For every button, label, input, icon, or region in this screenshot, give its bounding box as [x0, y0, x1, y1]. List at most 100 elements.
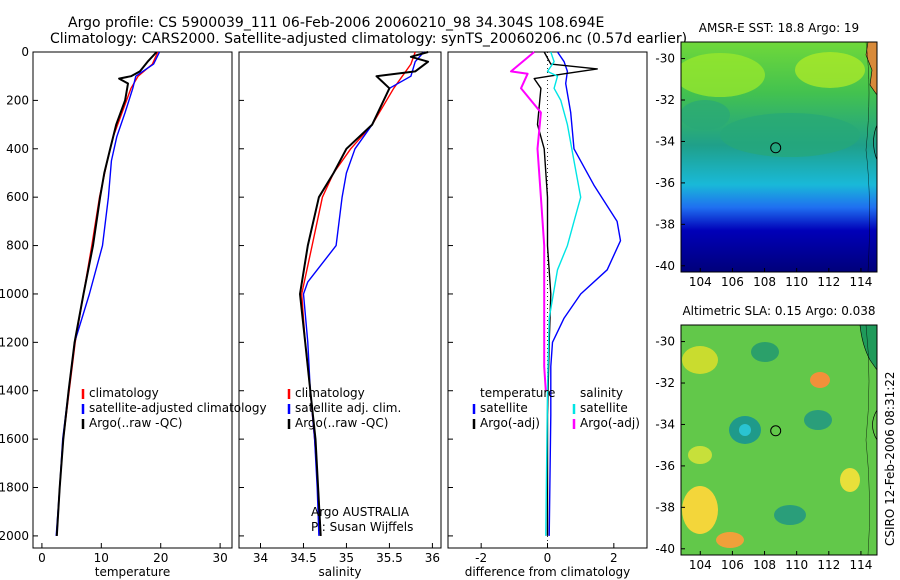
y-tick-label: 2000 — [0, 529, 29, 543]
sla-blob — [739, 424, 751, 436]
x-tick-label: 20 — [153, 551, 168, 565]
y-tick-label: -36 — [655, 459, 675, 473]
sla-blob — [840, 468, 860, 492]
footer-stamp: CSIRO 12-Feb-2006 08:31:22 — [883, 371, 897, 546]
x-tick-label: 30 — [212, 551, 227, 565]
x-tick-label: 110 — [785, 558, 808, 572]
float-annotation: PI: Susan Wijffels — [311, 520, 413, 534]
sla-blob — [688, 446, 712, 464]
coastline — [865, 42, 870, 272]
sst-map-panel: AMSR-E SST: 18.8 Argo: 19 104 106 108 110 112… — [655, 21, 878, 289]
x-tick-label: 104 — [689, 275, 712, 289]
y-tick-label: 1000 — [0, 287, 29, 301]
series-line — [299, 51, 430, 536]
x-tick-label: 10 — [94, 551, 109, 565]
sla-blob — [716, 532, 744, 548]
legend-group-title: salinity — [580, 386, 623, 400]
sla-blob — [682, 346, 718, 374]
y-tick-label: -30 — [655, 335, 675, 349]
argo-position-marker — [770, 142, 782, 154]
legend-label: satellite-adjusted climatology — [89, 401, 267, 415]
coastline — [873, 124, 877, 161]
x-tick-label: 106 — [721, 558, 744, 572]
series-line — [548, 51, 622, 536]
legend-label: satellite — [480, 401, 528, 415]
sla-blob — [682, 486, 718, 534]
y-tick-label: 1200 — [0, 335, 29, 349]
sla-blob — [810, 372, 830, 388]
x-tick-label: 0 — [38, 551, 46, 565]
map-frame — [680, 41, 878, 273]
y-tick-label: -32 — [655, 93, 675, 107]
series-line — [301, 51, 416, 536]
series-line — [302, 51, 425, 536]
x-tick-label: 34 — [253, 551, 268, 565]
legend-label: climatology — [89, 386, 159, 400]
x-tick-label: 35 — [339, 551, 354, 565]
sst-warm-patch — [681, 53, 765, 97]
coastline — [865, 325, 870, 555]
sst-cool-patch — [720, 113, 860, 157]
x-tick-label: -2 — [475, 551, 487, 565]
series-line — [545, 51, 582, 536]
y-tick-label: -38 — [655, 500, 675, 514]
map-title: Altimetric SLA: 0.15 Argo: 0.038 — [682, 304, 875, 318]
sst-warm-patch — [795, 52, 865, 88]
y-tick-label: 400 — [6, 142, 29, 156]
temperature-plot-frame — [32, 51, 233, 549]
x-tick-label: 34.5 — [290, 551, 317, 565]
sla-blob — [774, 505, 806, 525]
sst-cool-patch — [681, 100, 730, 130]
header-line-1: Argo profile: CS 5900039_111 06-Feb-2006… — [68, 15, 604, 31]
x-tick-label: 35.5 — [376, 551, 403, 565]
temperature-panel: 0 10 20 30 0 200 400 600 800 1000 1200 1400 1600 1800… — [0, 45, 267, 579]
y-tick-label: -30 — [655, 52, 675, 66]
y-tick-label: 1800 — [0, 481, 29, 495]
x-axis-label: salinity — [318, 565, 361, 579]
series-line — [510, 51, 547, 391]
y-tick-label: -34 — [655, 134, 675, 148]
y-tick-label: 200 — [6, 93, 29, 107]
x-tick-label: 112 — [817, 558, 840, 572]
coastline — [859, 325, 877, 371]
x-tick-label: 114 — [849, 558, 872, 572]
legend-label: satellite adj. clim. — [295, 401, 401, 415]
x-axis-label: temperature — [95, 565, 170, 579]
salinity-panel: 34 34.5 35 35.5 36 salinity climatologysatelli… — [238, 51, 442, 579]
argo-position-marker — [770, 425, 782, 437]
sla-map-panel: Altimetric SLA: 0.15 Argo: 0.038 104 106 10… — [655, 304, 878, 572]
y-tick-label: -36 — [655, 176, 675, 190]
x-tick-label: 104 — [689, 558, 712, 572]
coastline — [865, 42, 877, 96]
map-frame — [680, 324, 878, 556]
y-tick-label: 1400 — [0, 384, 29, 398]
legend-group-title: temperature — [480, 386, 555, 400]
x-axis-label: difference from climatology — [465, 565, 631, 579]
y-tick-label: -38 — [655, 217, 675, 231]
header-line-2: Climatology: CARS2000. Satellite-adjuste… — [50, 31, 687, 47]
legend-label: Argo(..raw -QC) — [89, 416, 182, 430]
legend-label: Argo(-adj) — [580, 416, 640, 430]
x-tick-label: 108 — [753, 558, 776, 572]
x-tick-label: 110 — [785, 275, 808, 289]
map-title: AMSR-E SST: 18.8 Argo: 19 — [699, 21, 859, 35]
y-tick-label: 800 — [6, 239, 29, 253]
x-tick-label: 108 — [753, 275, 776, 289]
sla-blob — [804, 410, 832, 430]
y-tick-label: -40 — [655, 259, 675, 273]
x-tick-label: 112 — [817, 275, 840, 289]
legend-label: climatology — [295, 386, 365, 400]
series-line — [56, 51, 159, 536]
y-tick-label: -34 — [655, 417, 675, 431]
coastline — [872, 409, 877, 441]
legend-label: Argo(-adj) — [480, 416, 540, 430]
x-tick-label: 114 — [849, 275, 872, 289]
y-tick-label: 1600 — [0, 432, 29, 446]
series-line — [55, 51, 161, 536]
sla-blob — [751, 342, 779, 362]
float-annotation: Argo AUSTRALIA — [311, 505, 410, 519]
legend-label: Argo(..raw -QC) — [295, 416, 388, 430]
x-tick-label: 36 — [425, 551, 440, 565]
